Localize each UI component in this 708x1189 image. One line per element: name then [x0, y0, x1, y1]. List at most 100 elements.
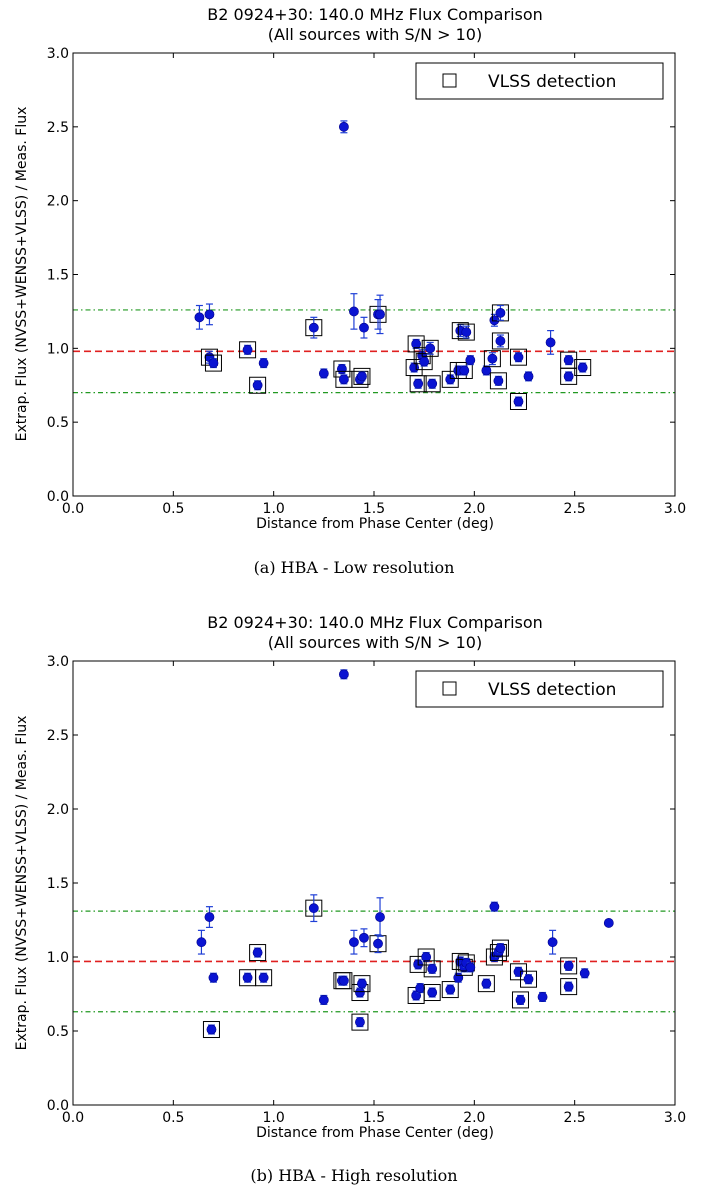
vlss-box-marker	[574, 359, 592, 377]
legend-box	[415, 670, 664, 708]
y-axis-label: Extrap. Flux (NVSS+WENSS+VLSS) / Meas. F…	[14, 107, 30, 442]
data-point	[305, 316, 323, 339]
data-point	[351, 1013, 369, 1031]
x-tick-label: 1.5	[363, 501, 385, 517]
data-point	[196, 929, 207, 955]
point-marker	[481, 365, 492, 376]
point-marker	[603, 918, 614, 928]
point-marker	[513, 966, 524, 977]
point-marker	[425, 343, 436, 354]
y-tick-label: 1.0	[47, 341, 69, 357]
x-tick-label: 1.0	[263, 501, 285, 517]
vlss-box-marker	[255, 969, 273, 987]
data-point	[491, 304, 509, 322]
point-marker	[373, 938, 383, 949]
point-marker	[427, 963, 438, 974]
data-point	[249, 376, 267, 394]
data-point	[349, 293, 359, 330]
y-tick-label: 2.5	[47, 120, 69, 136]
data-point	[455, 361, 473, 379]
y-tick-label: 3.0	[47, 46, 69, 62]
point-marker	[409, 362, 420, 373]
data-point	[249, 944, 267, 962]
point-marker	[421, 952, 432, 962]
chart-subtitle: (All sources with S/N > 10)	[268, 633, 482, 652]
data-point	[560, 367, 578, 385]
data-point	[560, 957, 578, 975]
point-marker	[258, 972, 269, 983]
data-point	[423, 375, 441, 393]
point-marker	[415, 983, 426, 993]
vlss-box-marker	[423, 984, 441, 1002]
caption: (b) HBA - High resolution	[250, 1166, 457, 1185]
data-point	[204, 354, 222, 372]
vlss-box-marker	[455, 361, 473, 379]
point-marker	[465, 355, 476, 366]
point-marker	[563, 355, 574, 366]
vlss-box-marker	[423, 375, 441, 393]
point-marker	[308, 322, 319, 333]
chart-subtitle: (All sources with S/N > 10)	[268, 25, 482, 44]
vlss-box-marker	[509, 348, 527, 366]
point-marker	[577, 362, 588, 373]
data-point	[353, 367, 371, 385]
point-marker	[537, 992, 548, 1002]
y-tick-label: 3.0	[47, 654, 69, 670]
data-point	[338, 669, 349, 680]
point-marker	[465, 962, 476, 973]
point-marker	[349, 937, 359, 948]
point-marker	[411, 339, 422, 349]
point-marker	[359, 932, 369, 943]
vlss-box-marker	[407, 335, 425, 353]
data-point	[457, 323, 475, 341]
y-tick-label: 2.5	[47, 728, 69, 744]
point-marker	[493, 375, 504, 386]
point-marker	[308, 903, 319, 914]
vlss-box-marker	[560, 351, 578, 369]
data-point	[239, 341, 257, 359]
point-marker	[242, 972, 253, 983]
data-point	[423, 984, 441, 1002]
x-tick-label: 1.5	[363, 1110, 385, 1126]
legend-label: VLSS detection	[488, 680, 616, 700]
plot-frame	[72, 52, 676, 497]
data-point	[453, 972, 464, 983]
legend-box	[415, 62, 664, 100]
data-point	[204, 303, 215, 326]
axis-ticks: 0.0 0.5 1.0 1.5 2.0 2.5 3.0 0.0 0.5 1.0 1.5 2.0 2.5 3…	[47, 654, 686, 1126]
data-point	[603, 918, 614, 928]
vlss-box-marker	[353, 975, 371, 993]
data-point	[202, 1021, 220, 1039]
reference-lines	[73, 309, 675, 394]
vlss-box-marker	[491, 939, 509, 957]
y-axis-label: Extrap. Flux (NVSS+WENSS+VLSS) / Meas. F…	[14, 716, 30, 1051]
vlss-box-marker	[491, 332, 509, 350]
data-point	[489, 372, 507, 390]
point-marker	[355, 987, 365, 998]
data-point	[335, 972, 353, 990]
x-tick-label: 0.5	[162, 501, 184, 517]
point-marker	[359, 322, 369, 333]
point-marker	[252, 380, 263, 391]
point-marker	[513, 352, 524, 363]
point-marker	[419, 356, 430, 367]
point-marker	[413, 378, 424, 389]
point-marker	[513, 396, 524, 407]
data-point	[318, 368, 329, 379]
data-point	[489, 901, 500, 912]
x-tick-label: 2.5	[564, 1110, 586, 1126]
point-marker	[208, 972, 219, 983]
data-point	[349, 929, 359, 955]
data-point	[258, 358, 269, 369]
legend: VLSS detection	[415, 62, 664, 100]
vlss-box-marker	[204, 354, 222, 372]
data-point	[204, 906, 215, 929]
data-point	[375, 897, 385, 937]
point-marker	[375, 309, 385, 320]
x-tick-label: 0.0	[62, 1110, 84, 1126]
x-tick-label: 2.5	[564, 501, 586, 517]
x-tick-label: 0.0	[62, 501, 84, 517]
vlss-box-marker	[351, 1013, 369, 1031]
data-point	[208, 972, 219, 983]
point-marker	[495, 307, 506, 318]
